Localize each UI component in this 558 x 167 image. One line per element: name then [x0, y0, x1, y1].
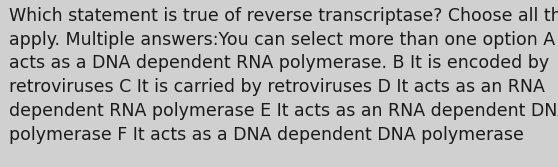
Text: Which statement is true of reverse transcriptase? Choose all that
apply. Multipl: Which statement is true of reverse trans… — [9, 7, 558, 144]
